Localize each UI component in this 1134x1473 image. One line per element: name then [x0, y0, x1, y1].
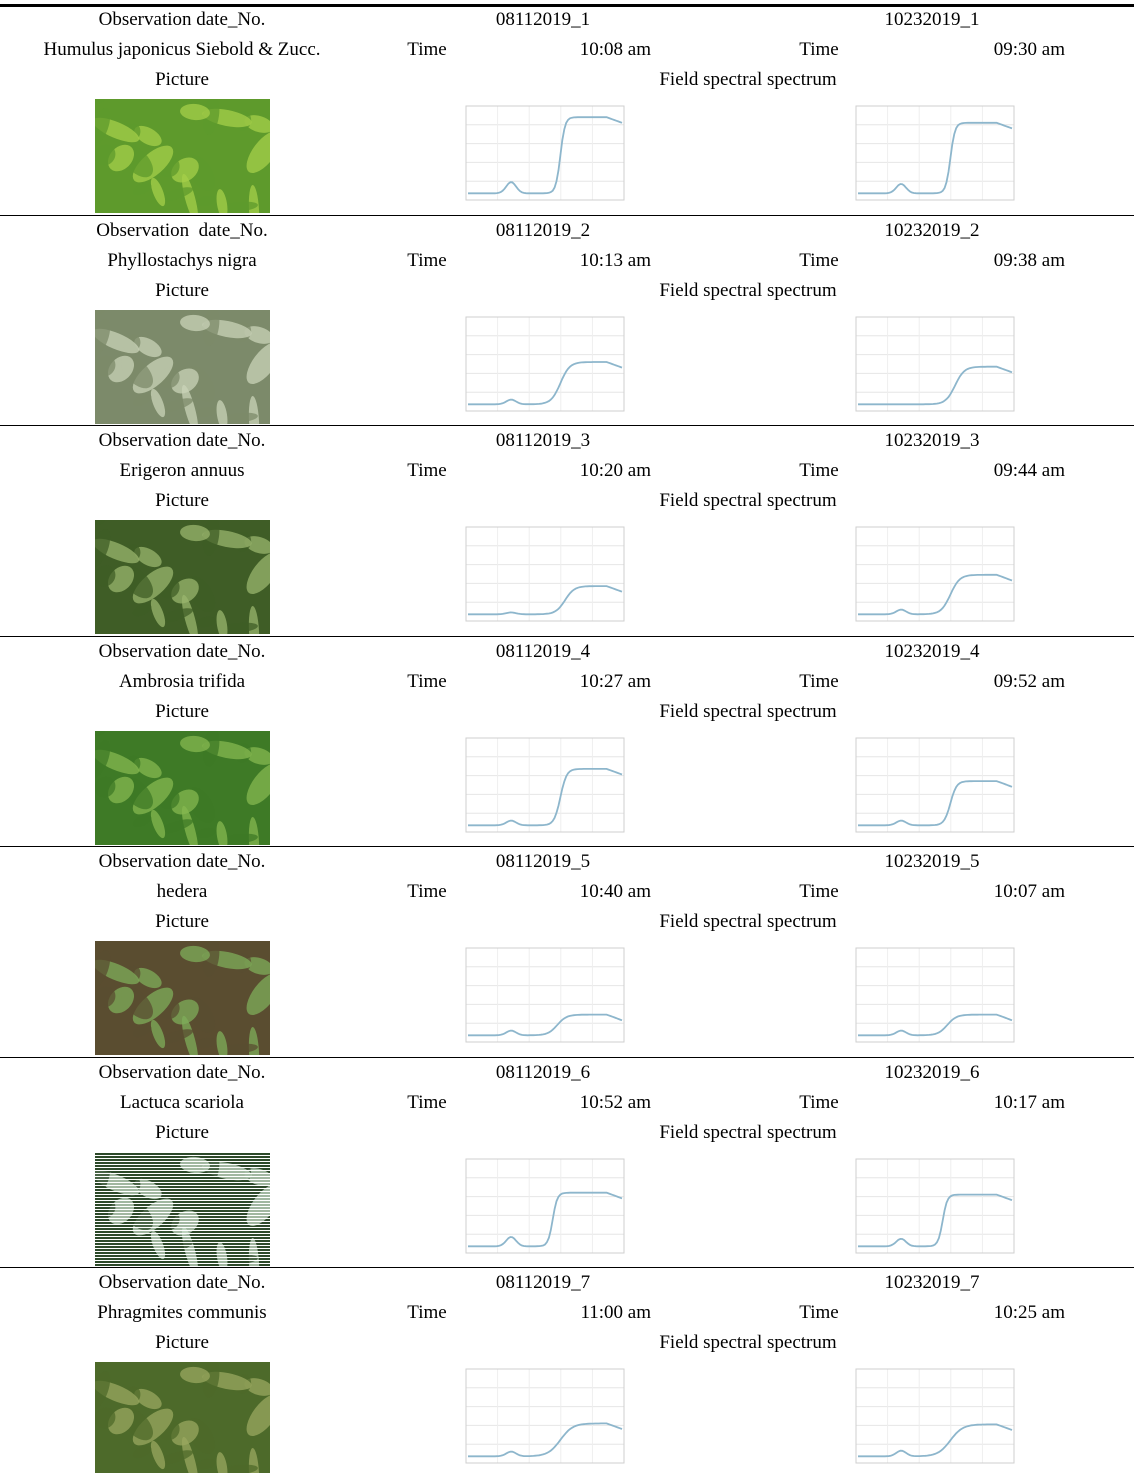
species-name: hedera — [157, 881, 208, 903]
observation-id: 08112019_2 — [496, 220, 590, 242]
observation-id: 08112019_5 — [496, 851, 590, 873]
observation-id: 10232019_1 — [885, 9, 980, 31]
picture-label: Picture — [155, 911, 209, 933]
species-name: Erigeron annuus — [119, 460, 244, 482]
document: Observation date_No. Humulus japonicus Si… — [0, 0, 1134, 1473]
time-label: Time — [799, 671, 838, 693]
picture-label: Picture — [155, 69, 209, 91]
time-value: 10:27 am — [580, 671, 651, 693]
observation-id: 10232019_2 — [885, 220, 980, 242]
observation-id: 08112019_3 — [496, 430, 590, 452]
row-label: Observation date_No. — [99, 9, 266, 31]
row-label: Observation date_No. — [99, 641, 266, 663]
time-label: Time — [799, 39, 838, 61]
spectrum-label: Field spectral spectrum — [659, 1332, 836, 1354]
spectrum-thumbnail — [846, 521, 1018, 633]
time-value: 09:30 am — [994, 39, 1065, 61]
time-value: 09:52 am — [994, 671, 1065, 693]
spectrum-label: Field spectral spectrum — [659, 701, 836, 723]
row-rule — [0, 215, 1134, 216]
spectrum-label: Field spectral spectrum — [659, 69, 836, 91]
time-label: Time — [407, 250, 446, 272]
spectrum-thumbnail — [846, 732, 1018, 844]
spectrum-thumbnail — [456, 732, 628, 844]
observation-id: 08112019_1 — [496, 9, 590, 31]
time-value: 10:08 am — [580, 39, 651, 61]
time-value: 10:07 am — [994, 881, 1065, 903]
time-label: Time — [407, 1302, 446, 1324]
time-label: Time — [799, 250, 838, 272]
time-value: 10:52 am — [580, 1092, 651, 1114]
observation-id: 08112019_7 — [496, 1272, 590, 1294]
spectrum-thumbnail — [846, 1153, 1018, 1265]
spectrum-thumbnail — [846, 100, 1018, 212]
species-name: Ambrosia trifida — [119, 671, 245, 693]
plant-photo — [95, 1152, 270, 1266]
species-name: Phragmites communis — [97, 1302, 266, 1324]
time-label: Time — [799, 1302, 838, 1324]
top-rule — [0, 4, 1134, 7]
picture-label: Picture — [155, 280, 209, 302]
spectrum-thumbnail — [456, 100, 628, 212]
row-rule — [0, 425, 1134, 426]
plant-photo — [95, 1362, 270, 1473]
observation-id: 10232019_7 — [885, 1272, 980, 1294]
time-value: 10:25 am — [994, 1302, 1065, 1324]
spectrum-thumbnail — [846, 311, 1018, 423]
observation-id: 10232019_4 — [885, 641, 980, 663]
species-name: Phyllostachys nigra — [107, 250, 256, 272]
picture-label: Picture — [155, 490, 209, 512]
spectrum-thumbnail — [456, 311, 628, 423]
plant-photo — [95, 520, 270, 634]
spectrum-label: Field spectral spectrum — [659, 280, 836, 302]
time-label: Time — [799, 1092, 838, 1114]
picture-label: Picture — [155, 1332, 209, 1354]
row-rule — [0, 1267, 1134, 1268]
picture-label: Picture — [155, 1122, 209, 1144]
plant-photo — [95, 310, 270, 424]
time-value: 10:20 am — [580, 460, 651, 482]
time-label: Time — [407, 1092, 446, 1114]
spectrum-thumbnail — [846, 942, 1018, 1054]
row-rule — [0, 636, 1134, 637]
row-label: Observation date_No. — [99, 430, 266, 452]
species-name: Humulus japonicus Siebold & Zucc. — [43, 39, 320, 61]
spectrum-thumbnail — [456, 942, 628, 1054]
time-label: Time — [799, 460, 838, 482]
row-label: Observation date_No. — [96, 220, 267, 242]
row-rule — [0, 1057, 1134, 1058]
row-label: Observation date_No. — [99, 851, 266, 873]
plant-photo — [95, 99, 270, 213]
time-value: 11:00 am — [580, 1302, 651, 1324]
spectrum-thumbnail — [456, 1153, 628, 1265]
time-value: 09:38 am — [994, 250, 1065, 272]
time-value: 10:17 am — [994, 1092, 1065, 1114]
row-rule — [0, 846, 1134, 847]
row-label: Observation date_No. — [99, 1062, 266, 1084]
observation-id: 08112019_6 — [496, 1062, 590, 1084]
spectrum-thumbnail — [456, 521, 628, 633]
picture-label: Picture — [155, 701, 209, 723]
time-label: Time — [407, 881, 446, 903]
spectrum-label: Field spectral spectrum — [659, 1122, 836, 1144]
time-label: Time — [407, 671, 446, 693]
time-value: 09:44 am — [994, 460, 1065, 482]
spectrum-label: Field spectral spectrum — [659, 911, 836, 933]
observation-id: 10232019_5 — [885, 851, 980, 873]
plant-photo — [95, 941, 270, 1055]
spectrum-label: Field spectral spectrum — [659, 490, 836, 512]
observation-id: 08112019_4 — [496, 641, 590, 663]
plant-photo — [95, 731, 270, 845]
time-value: 10:40 am — [580, 881, 651, 903]
observation-id: 10232019_6 — [885, 1062, 980, 1084]
species-name: Lactuca scariola — [120, 1092, 244, 1114]
row-label: Observation date_No. — [99, 1272, 266, 1294]
time-label: Time — [799, 881, 838, 903]
time-label: Time — [407, 460, 446, 482]
time-value: 10:13 am — [580, 250, 651, 272]
observation-id: 10232019_3 — [885, 430, 980, 452]
time-label: Time — [407, 39, 446, 61]
spectrum-thumbnail — [846, 1363, 1018, 1473]
spectrum-thumbnail — [456, 1363, 628, 1473]
